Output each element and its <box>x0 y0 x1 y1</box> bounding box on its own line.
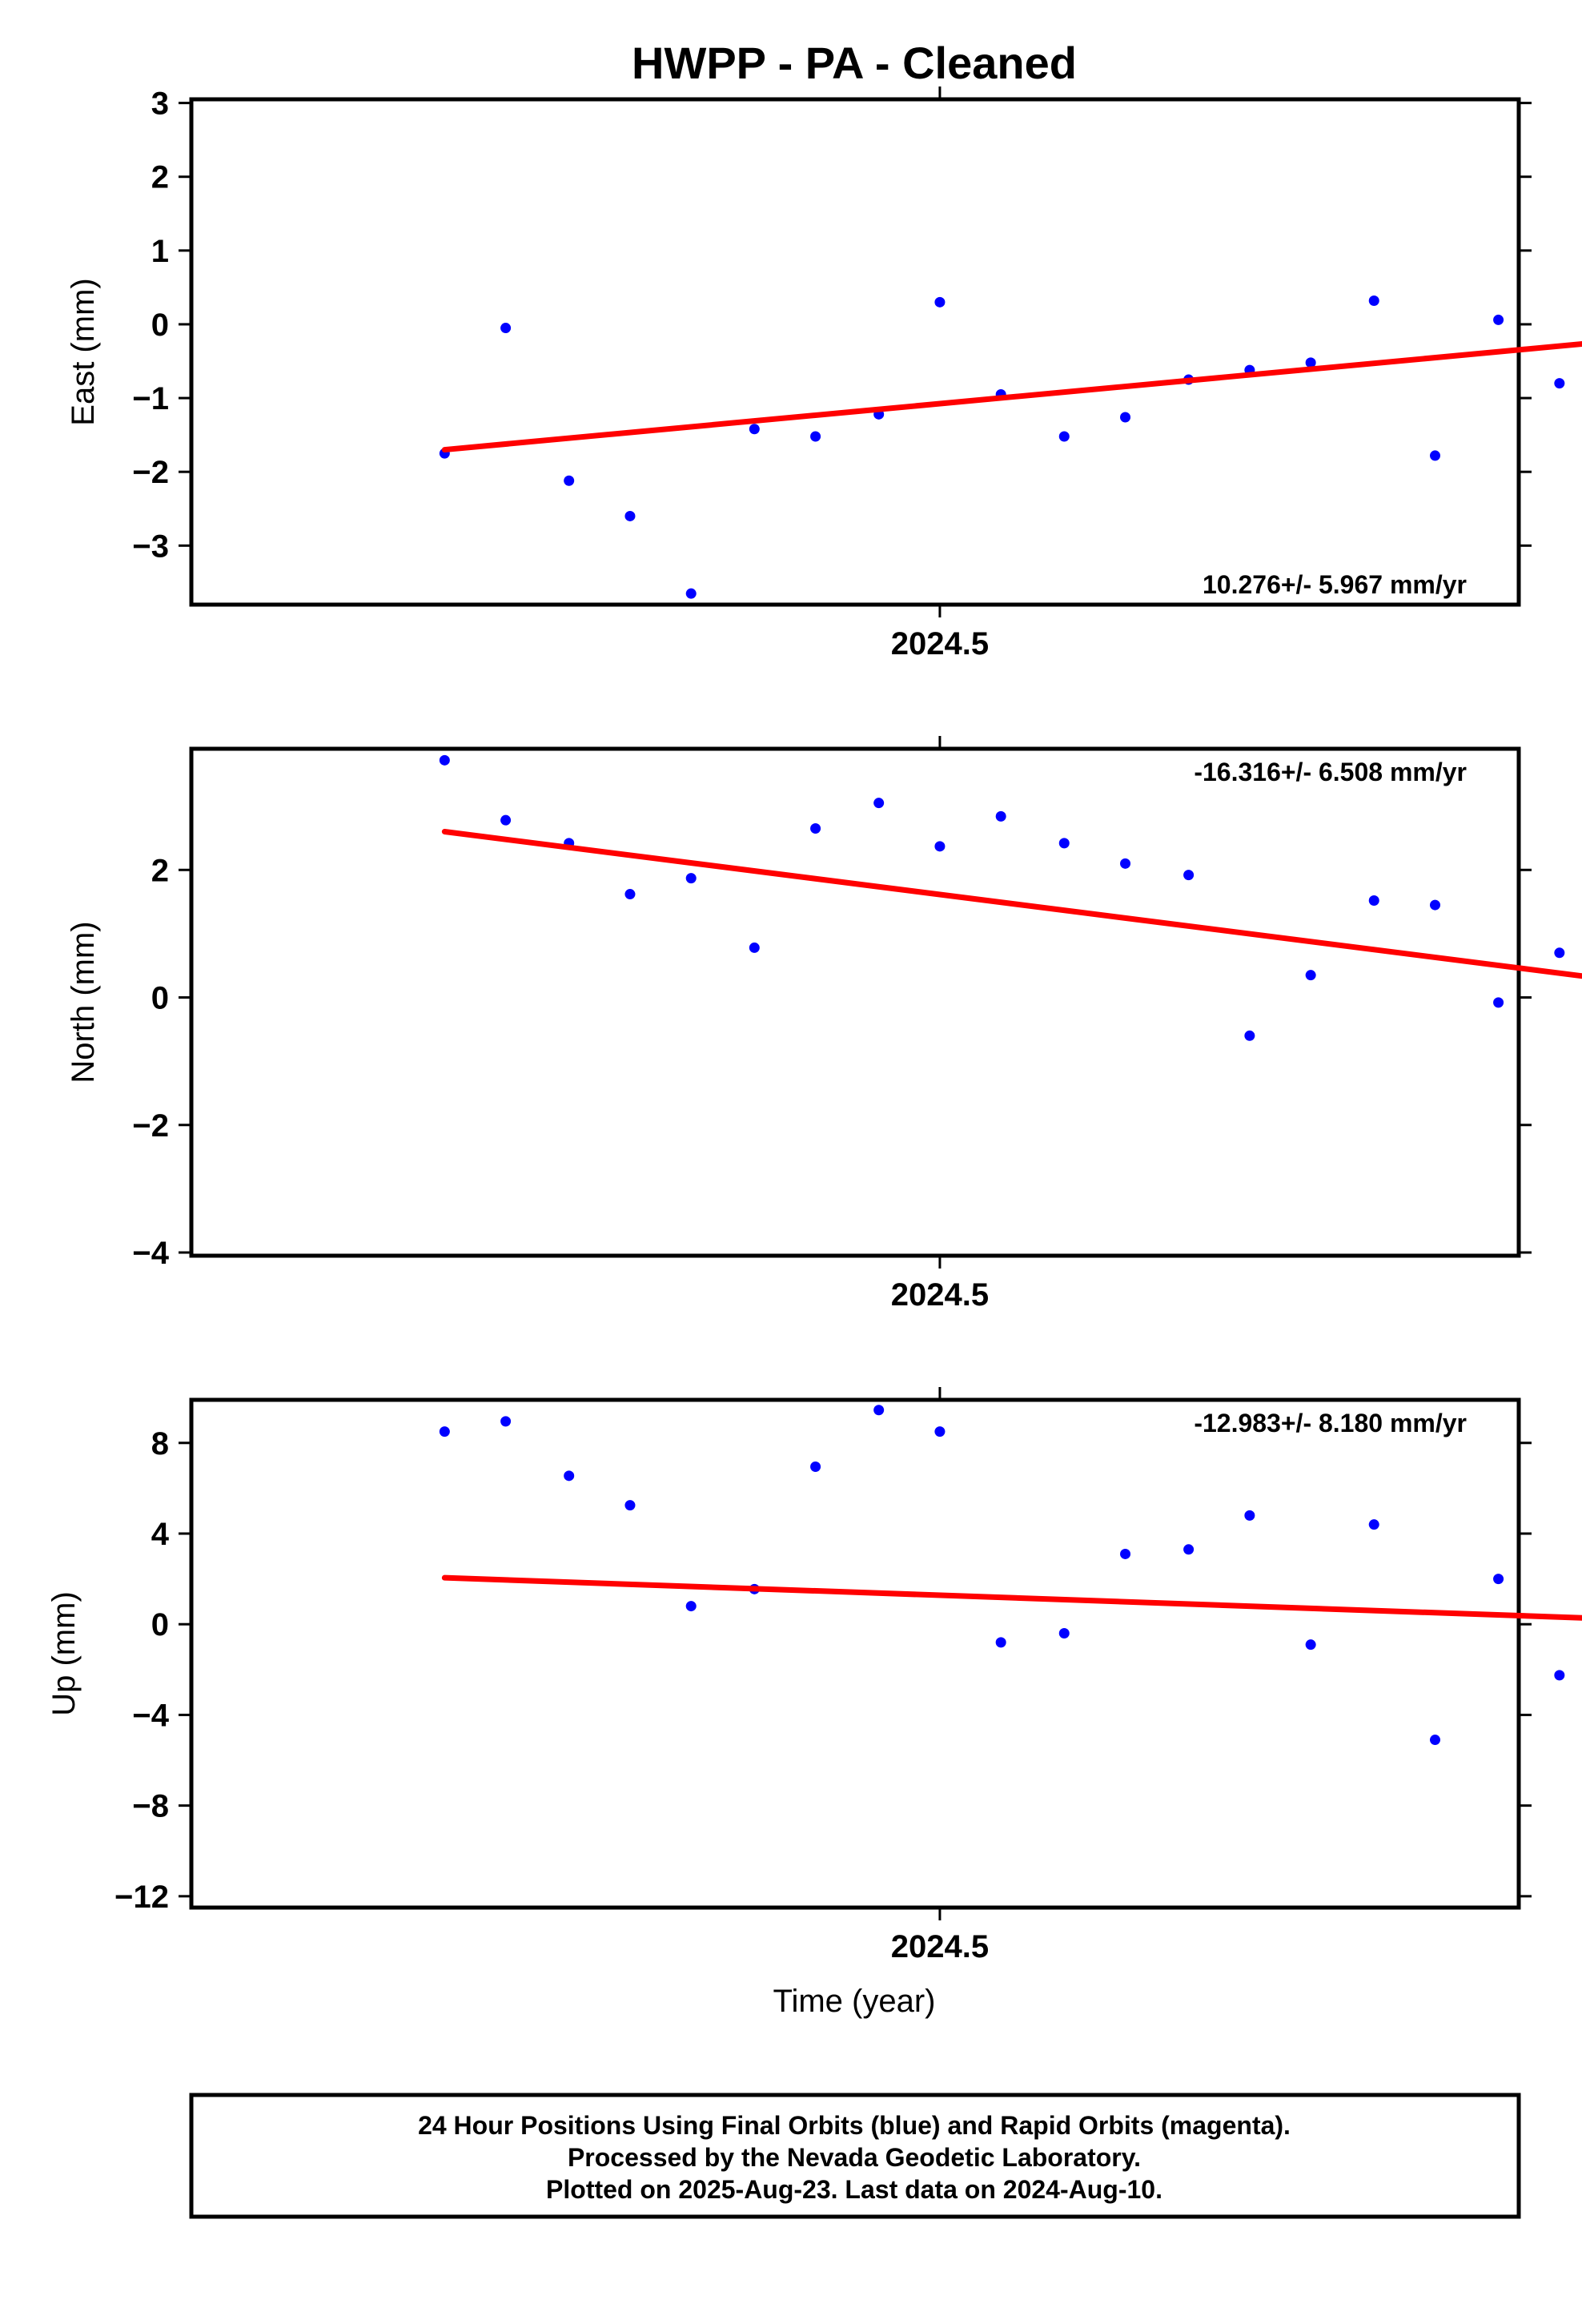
north-data-point <box>1493 997 1504 1008</box>
north-x-tick-label: 2024.5 <box>891 1277 989 1313</box>
up-data-point <box>995 1637 1006 1648</box>
east-y-tick-label: 1 <box>151 234 169 269</box>
north-data-point <box>1554 947 1565 959</box>
east-y-tick-label: −1 <box>132 381 169 416</box>
east-data-point <box>564 475 575 486</box>
east-data-point <box>500 323 512 334</box>
up-data-point <box>1429 1735 1440 1746</box>
north-data-point <box>685 873 697 884</box>
north-data-point <box>1368 895 1379 907</box>
up-panel: −12 −8 −4 0 4 8 2024.5 Up (mm) -12.983+/- 8.180 … <box>46 1387 1582 1964</box>
up-data-point <box>439 1426 450 1437</box>
east-data-point <box>1368 295 1379 306</box>
up-data-point <box>1183 1544 1195 1555</box>
north-y-axis-label: North (mm) <box>66 921 101 1083</box>
north-y-tick-label: 0 <box>151 981 169 1016</box>
north-data-point <box>873 798 885 809</box>
east-data-point <box>1305 357 1316 368</box>
footer-line-1: 24 Hour Positions Using Final Orbits (bl… <box>418 2111 1291 2140</box>
north-data-point <box>995 810 1006 822</box>
north-data-point <box>1429 899 1440 911</box>
figure-title: HWPP - PA - Cleaned <box>632 38 1077 88</box>
east-y-tick-label: −3 <box>132 529 169 564</box>
north-y-tick-label: −2 <box>132 1108 169 1144</box>
up-y-tick-label: −12 <box>114 1880 169 1915</box>
up-data-point <box>1368 1519 1379 1530</box>
up-data-point <box>1120 1548 1131 1559</box>
east-data-point <box>1058 431 1070 442</box>
up-y-axis-label: Up (mm) <box>46 1591 82 1716</box>
north-data-point <box>1305 970 1316 981</box>
up-velocity-label: -12.983+/- 8.180 mm/yr <box>1194 1409 1467 1437</box>
east-data-point <box>934 296 946 308</box>
east-data-point <box>1554 378 1565 389</box>
east-y-tick-label: 2 <box>151 160 169 195</box>
north-data-point <box>1120 858 1131 869</box>
up-data-point <box>1554 1670 1565 1681</box>
footer-line-2: Processed by the Nevada Geodetic Laborat… <box>568 2143 1141 2172</box>
footer-box <box>189 2093 1521 2219</box>
up-y-tick-label: −4 <box>132 1698 169 1733</box>
east-data-point <box>749 424 760 435</box>
up-data-point <box>685 1601 697 1612</box>
east-y-axis-label: East (mm) <box>66 278 101 425</box>
up-y-tick-label: −8 <box>132 1789 169 1824</box>
north-data-point <box>1058 838 1070 849</box>
up-data-point <box>500 1416 512 1427</box>
north-data-point <box>1183 870 1195 881</box>
up-plot-frame <box>189 1397 1521 1910</box>
up-data-point <box>1305 1639 1316 1651</box>
up-data-point <box>564 1470 575 1482</box>
east-data-point <box>1493 314 1504 325</box>
north-data-point <box>934 841 946 852</box>
north-plot-frame <box>189 746 1521 1258</box>
east-y-tick-label: 0 <box>151 308 169 343</box>
up-data-point <box>1058 1628 1070 1639</box>
up-data-point <box>624 1500 636 1511</box>
east-data-point <box>1120 412 1131 423</box>
north-data-point <box>624 889 636 900</box>
footer-line-3: Plotted on 2025-Aug-23. Last data on 202… <box>546 2175 1162 2204</box>
up-data-point <box>1493 1574 1504 1585</box>
up-trend-line <box>441 1574 1582 1621</box>
up-data-point <box>873 1405 885 1416</box>
north-y-tick-label: −4 <box>132 1236 169 1271</box>
east-data-point <box>1429 450 1440 461</box>
up-y-tick-label: 8 <box>151 1426 169 1462</box>
up-x-tick-label: 2024.5 <box>891 1929 989 1964</box>
east-panel: −3 −2 −1 0 1 2 3 2024.5 East (mm) 10.276+/- 5.967… <box>66 86 1582 661</box>
up-y-tick-label: 0 <box>151 1607 169 1642</box>
up-y-tick-label: 4 <box>151 1517 170 1552</box>
east-x-tick-label: 2024.5 <box>891 626 989 661</box>
north-data-point <box>1244 1030 1255 1041</box>
east-data-point <box>685 588 697 599</box>
north-panel: −4 −2 0 2 2024.5 North (mm) -16.316+/- 6.508 m… <box>66 736 1582 1313</box>
east-y-tick-label: −2 <box>132 455 169 490</box>
up-data-point <box>934 1426 946 1437</box>
east-data-point <box>810 431 821 442</box>
east-y-tick-label: 3 <box>151 86 169 122</box>
east-velocity-label: 10.276+/- 5.967 mm/yr <box>1203 570 1467 599</box>
north-data-point <box>810 823 821 834</box>
north-trend-line <box>441 829 1582 979</box>
x-axis-label: Time (year) <box>773 1984 936 2019</box>
up-data-point <box>810 1461 821 1472</box>
east-data-point <box>624 510 636 521</box>
east-plot-frame <box>189 97 1521 607</box>
north-data-point <box>749 942 760 953</box>
north-data-point <box>439 754 450 766</box>
up-data-point <box>1244 1510 1255 1521</box>
east-trend-line <box>441 341 1582 453</box>
north-data-point <box>500 814 512 826</box>
north-velocity-label: -16.316+/- 6.508 mm/yr <box>1194 758 1467 786</box>
north-y-tick-label: 2 <box>151 853 169 888</box>
